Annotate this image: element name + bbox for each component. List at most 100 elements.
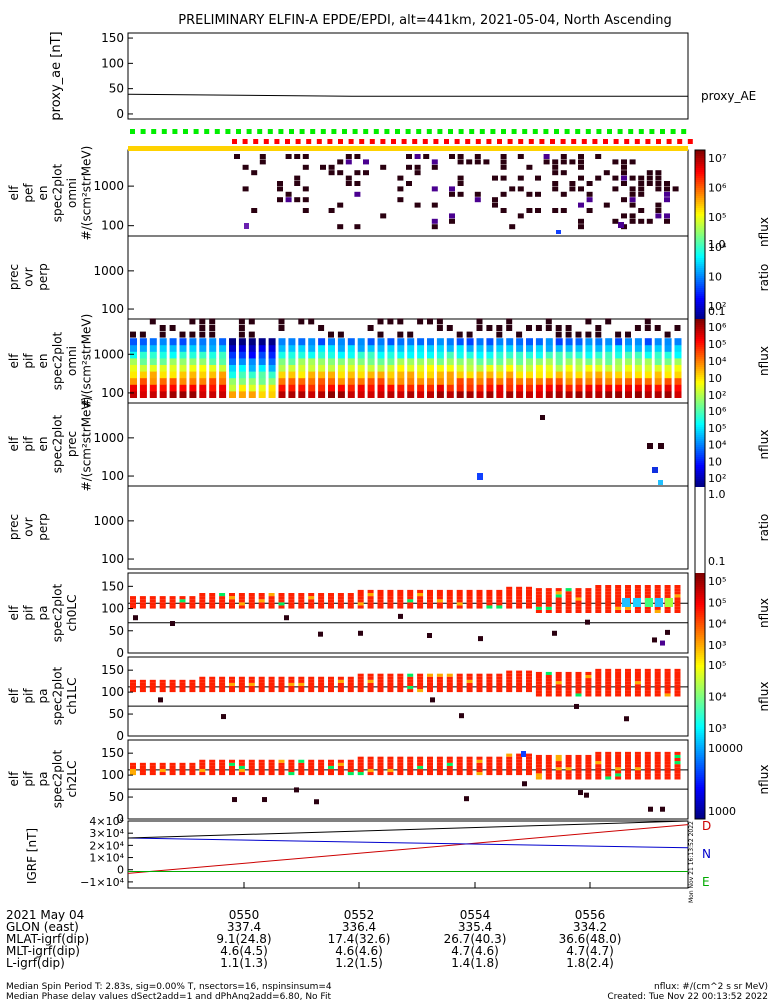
spec-cell — [432, 219, 438, 224]
pa-cell — [665, 684, 671, 687]
pa-cell — [536, 678, 542, 681]
spec-cell — [277, 181, 283, 186]
pa-cell — [506, 599, 512, 602]
colorbar-tick: 10² — [708, 472, 726, 485]
xtick-l: 1.8(2.4) — [566, 956, 614, 970]
pa-cell — [477, 593, 483, 596]
spec-cell — [585, 365, 592, 372]
pa-cell — [526, 683, 532, 686]
pa-cell — [447, 683, 453, 686]
pa-cell — [368, 596, 374, 599]
colorbar-label: nflux — [757, 598, 771, 628]
colorbar-strip — [695, 707, 705, 709]
pa-cell — [130, 686, 136, 689]
colorbars: 10⁷10⁶10⁵10⁴10⁳10²nflux1.00.1ratio10⁶10⁵… — [695, 150, 771, 819]
pa-cell — [348, 760, 354, 763]
spec-cell — [496, 351, 503, 358]
flag-red — [667, 139, 672, 144]
pa-cell — [427, 677, 433, 680]
colorbar-tick: 10⁵ — [708, 596, 726, 609]
pa-cell — [665, 669, 671, 672]
spec-cell — [387, 318, 393, 324]
pa-cell — [506, 602, 512, 605]
spec-cell — [536, 358, 543, 365]
pa-cell — [546, 687, 552, 690]
spec-cell — [477, 358, 484, 365]
spec-cell — [387, 371, 394, 378]
spec-cell — [458, 154, 464, 159]
pa-cell — [536, 675, 542, 678]
pa-cell — [546, 755, 552, 758]
pa-cell — [150, 763, 156, 766]
spec-cell — [605, 365, 612, 372]
colorbar-strip — [695, 152, 705, 154]
pa-cell — [199, 763, 205, 766]
spec-cell — [358, 345, 365, 352]
spec-cell — [437, 391, 444, 398]
xaxis-row-label: L-igrf(dip) — [6, 956, 65, 970]
spec-cell — [458, 159, 464, 164]
pa-cell — [308, 605, 314, 608]
pa-cell — [635, 770, 641, 773]
spec-cell — [259, 358, 266, 365]
flag-red — [603, 139, 608, 144]
pa-cell — [635, 669, 641, 672]
spec-cell — [638, 219, 644, 224]
pa-cell — [526, 757, 532, 760]
pa-cell — [477, 602, 483, 605]
spec-cell — [655, 186, 661, 191]
colorbar-strip — [695, 234, 705, 236]
pa-cell — [378, 590, 384, 593]
pa-cell — [298, 763, 304, 766]
pa-cell — [160, 766, 166, 769]
pa-cell — [546, 773, 552, 776]
pa-cell — [288, 593, 294, 596]
pa-cell — [516, 766, 522, 769]
colorbar-strip — [695, 375, 705, 377]
pa-cell — [605, 604, 611, 607]
elfin-summary-plot: PRELIMINARY ELFIN-A EPDE/EPDI, alt=441km… — [0, 0, 775, 1000]
colorbar-strip — [695, 393, 705, 395]
spec-cell — [675, 378, 682, 385]
flag-green — [628, 129, 633, 134]
spec-cell — [358, 351, 365, 358]
pa-cell — [209, 686, 215, 689]
pa-cell — [635, 761, 641, 764]
pa-cell — [655, 607, 661, 610]
spec-cell — [130, 358, 137, 365]
pa-cell — [229, 602, 235, 605]
colorbar-strip — [695, 595, 705, 597]
pa-cell — [170, 605, 176, 608]
pa-cell — [249, 689, 255, 692]
colorbar-strip — [695, 465, 705, 467]
pa-cell — [655, 758, 661, 761]
spec-cell — [496, 378, 503, 385]
spec-cell — [625, 371, 632, 378]
spec-cell — [437, 384, 444, 391]
spec-cell — [288, 384, 295, 391]
pa-cell — [288, 769, 294, 772]
spec-cell — [437, 371, 444, 378]
flag-green — [278, 129, 283, 134]
spec-cell — [427, 371, 434, 378]
pa-cell — [229, 599, 235, 602]
spec-cell — [635, 358, 642, 365]
colorbar-strip — [695, 302, 705, 304]
spec-cell — [526, 371, 533, 378]
colorbar-strip — [695, 589, 705, 591]
spec-cell — [447, 391, 454, 398]
colorbar-strip — [695, 419, 705, 421]
pa-cell — [516, 671, 522, 674]
spec-cell — [189, 365, 196, 372]
xtick-l: 1.2(1.5) — [335, 956, 383, 970]
colorbar-strip — [695, 385, 705, 387]
panel-label: ch1LC — [65, 678, 79, 715]
pa-cell — [605, 675, 611, 678]
pa-cell — [655, 693, 661, 696]
spec-cell — [576, 332, 582, 338]
pa-cell — [477, 766, 483, 769]
spec-cell — [477, 345, 484, 352]
pa-cell — [427, 763, 433, 766]
spec-cell — [665, 384, 672, 391]
pa-cell — [605, 607, 611, 610]
